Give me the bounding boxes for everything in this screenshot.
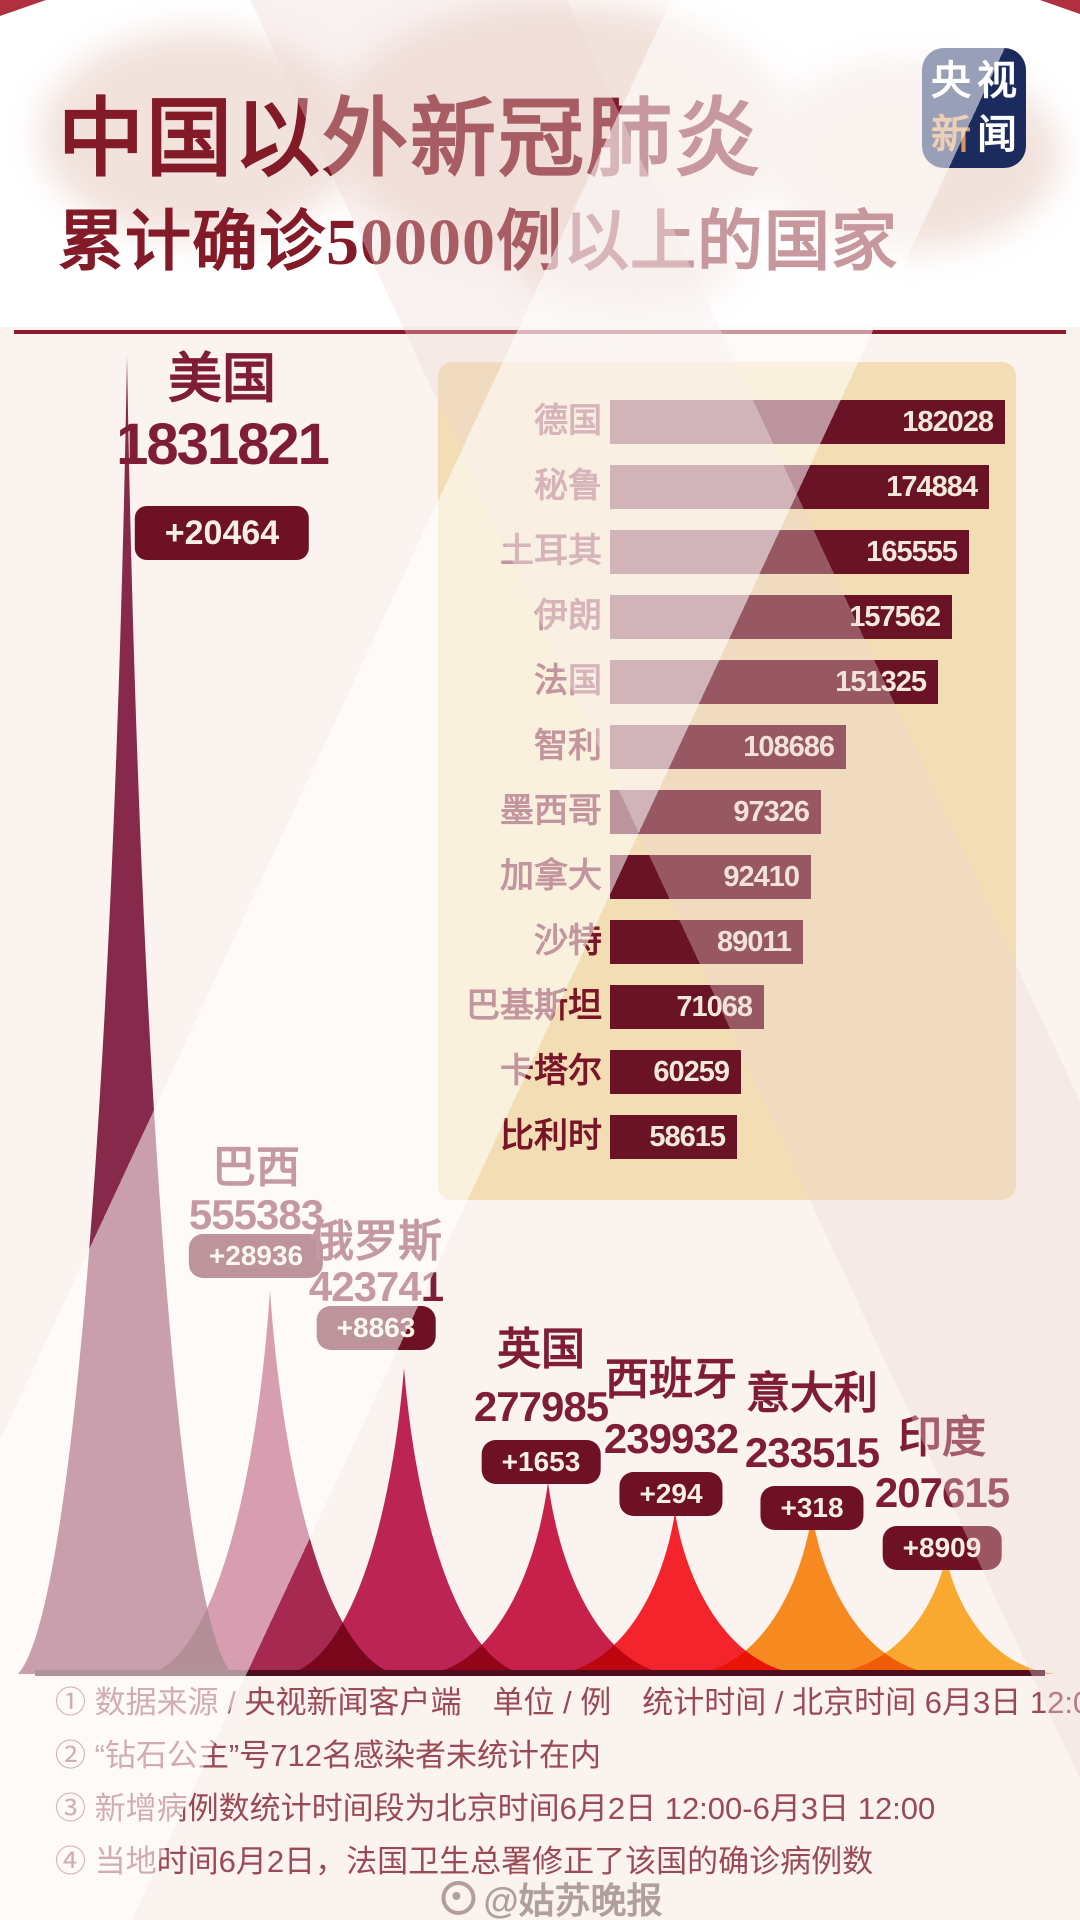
panel-row: 卡塔尔 60259 [450, 1050, 1016, 1094]
weibo-icon [441, 1881, 476, 1915]
title-divider [14, 330, 1066, 334]
peak-country-delta-badge: +294 [619, 1472, 723, 1516]
peak-country-value: 423741 [308, 1263, 444, 1310]
country-value: 92410 [723, 860, 800, 893]
country-bar: 58615 [610, 1115, 737, 1159]
country-bar: 92410 [610, 855, 811, 899]
country-label: 巴基斯坦 [466, 988, 602, 1025]
country-value: 58615 [649, 1120, 726, 1153]
peak-country-value: 555383 [188, 1191, 324, 1238]
panel-row: 德国 182028 [450, 400, 1016, 444]
panel-row: 巴基斯坦 71068 [450, 985, 1016, 1029]
peak-country-name: 美国 [168, 349, 276, 409]
peak-country-delta-badge: +20464 [134, 506, 310, 560]
country-bar: 157562 [610, 595, 952, 639]
country-value: 157562 [849, 600, 941, 633]
cctv-news-logo: 央视新闻 [922, 48, 1026, 168]
logo-char: 闻 [977, 112, 1017, 157]
watermark: @姑苏晚报 [441, 1872, 663, 1920]
footnotes: ① 数据来源 / 央视新闻客户端 单位 / 例 统计时间 / 北京时间 6月3日… [55, 1676, 1080, 1888]
country-bar: 60259 [610, 1050, 741, 1094]
panel-row: 沙特 89011 [450, 920, 1016, 964]
country-label: 土耳其 [500, 533, 602, 570]
panel-row: 墨西哥 97326 [450, 790, 1016, 834]
country-bar: 174884 [610, 465, 989, 509]
country-bar-panel: 德国 182028 秘鲁 174884 土耳其 165555 伊朗 157562… [438, 362, 1016, 1200]
panel-row: 法国 151325 [450, 660, 1016, 704]
country-label: 德国 [534, 403, 602, 440]
peak-shape-spain [556, 1512, 800, 1674]
corner-decoration [1040, 0, 1080, 14]
logo-char: 新 [931, 112, 971, 157]
peak-country-value: 233515 [744, 1429, 880, 1476]
peak-country-name: 英国 [497, 1325, 585, 1374]
country-value: 108686 [743, 730, 835, 763]
panel-row: 土耳其 165555 [450, 530, 1016, 574]
footnote-line: ① 数据来源 / 央视新闻客户端 单位 / 例 统计时间 / 北京时间 6月3日… [55, 1685, 1080, 1720]
logo-char: 央 [931, 58, 971, 103]
panel-row: 伊朗 157562 [450, 595, 1016, 639]
footnote-line: ② “钻石公主”号712名感染者未统计在内 [55, 1738, 601, 1773]
peak-country-name: 西班牙 [605, 1355, 737, 1404]
peak-country-value: 207615 [874, 1469, 1010, 1516]
country-label: 伊朗 [534, 598, 602, 635]
peak-country-name: 印度 [898, 1413, 986, 1462]
footnote-line: ③ 新增病例数统计时间段为北京时间6月2日 12:00-6月3日 12:00 [55, 1791, 936, 1826]
country-label: 卡塔尔 [500, 1053, 602, 1090]
country-bar: 165555 [610, 530, 969, 574]
title-line-2: 累计确诊50000例以上的国家 [58, 206, 898, 279]
peak-country-delta-badge: +1653 [481, 1440, 601, 1484]
panel-row: 智利 108686 [450, 725, 1016, 769]
country-value: 165555 [866, 535, 958, 568]
corner-decoration [0, 0, 46, 16]
peak-country-delta-badge: +28936 [188, 1234, 324, 1278]
country-value: 97326 [733, 795, 810, 828]
logo-char: 视 [977, 58, 1017, 103]
watermark-text: @姑苏晚报 [483, 1880, 663, 1920]
peak-country-name: 俄罗斯 [310, 1217, 442, 1266]
title-line-1: 中国以外新冠肺炎 [58, 91, 762, 187]
country-bar: 89011 [610, 920, 803, 964]
peak-country-delta-badge: +8863 [316, 1306, 436, 1350]
country-value: 174884 [886, 470, 978, 503]
country-value: 182028 [902, 405, 994, 438]
country-label: 墨西哥 [500, 793, 602, 830]
footnote-line: ④ 当地时间6月2日，法国卫生总署修正了该国的确诊病例数 [55, 1844, 874, 1879]
country-label: 秘鲁 [534, 468, 602, 505]
country-label: 比利时 [500, 1118, 602, 1155]
peak-shape-india [828, 1556, 1056, 1674]
country-label: 加拿大 [500, 858, 602, 895]
country-bar: 71068 [610, 985, 764, 1029]
peak-country-delta-badge: +8909 [882, 1526, 1002, 1570]
world-map-decoration [40, 30, 360, 240]
peak-country-name: 意大利 [746, 1369, 878, 1418]
country-bar: 182028 [610, 400, 1005, 444]
country-bar: 151325 [610, 660, 938, 704]
country-bar: 97326 [610, 790, 821, 834]
country-bar: 108686 [610, 725, 846, 769]
country-label: 沙特 [534, 923, 602, 960]
panel-row: 加拿大 92410 [450, 855, 1016, 899]
country-value: 71068 [676, 990, 753, 1023]
peak-country-value: 239932 [603, 1415, 739, 1462]
world-map-decoration [520, 220, 740, 310]
panel-row: 秘鲁 174884 [450, 465, 1016, 509]
peak-country-delta-badge: +318 [760, 1486, 864, 1530]
country-value: 89011 [716, 925, 792, 958]
peak-country-value: 1831821 [116, 412, 330, 477]
peak-country-value: 277985 [473, 1383, 609, 1430]
country-value: 60259 [653, 1055, 730, 1088]
panel-row: 比利时 58615 [450, 1115, 1016, 1159]
page-title: 中国以外新冠肺炎 累计确诊50000例以上的国家 [58, 96, 898, 276]
country-value: 151325 [835, 665, 927, 698]
peak-country-name: 巴西 [212, 1143, 300, 1192]
country-label: 法国 [534, 663, 602, 700]
world-map-decoration [330, 0, 790, 260]
country-label: 智利 [534, 728, 602, 765]
